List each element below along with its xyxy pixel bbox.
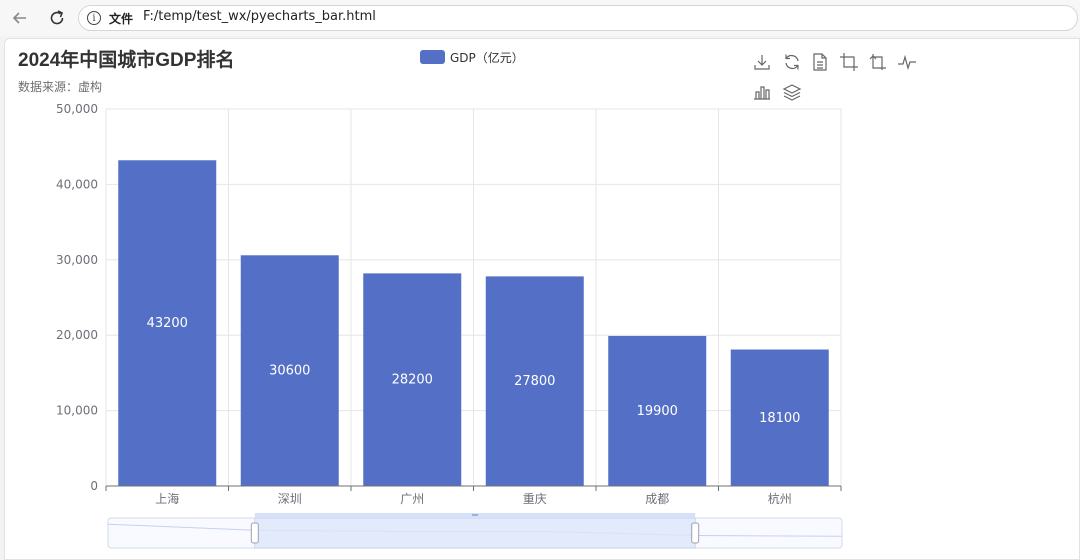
datazoom-selection[interactable] [254, 517, 696, 549]
y-tick-label: 30,000 [56, 253, 98, 267]
x-category-label: 广州 [400, 492, 424, 506]
x-category-label: 重庆 [523, 492, 547, 506]
y-tick-label: 50,000 [56, 102, 98, 116]
legend-swatch [420, 50, 445, 64]
bar-value-label: 18100 [759, 411, 800, 426]
datazoom-move-grip [472, 514, 478, 516]
reload-button[interactable] [45, 6, 69, 30]
refresh-icon[interactable] [783, 53, 801, 71]
stack-icon[interactable] [782, 83, 802, 101]
y-tick-label: 20,000 [56, 328, 98, 342]
y-tick-label: 0 [90, 479, 98, 493]
download-icon[interactable] [753, 53, 771, 71]
chart-title: 2024年中国城市GDP排名 [18, 48, 234, 71]
bar-value-label: 27800 [514, 374, 555, 389]
zoom-icon[interactable] [840, 53, 858, 71]
browser-toolbar: i 文件 F:/temp/test_wx/pyecharts_bar.html [0, 0, 1080, 36]
zoom-reset-icon[interactable] [869, 53, 887, 71]
bar[interactable] [608, 335, 707, 486]
x-category-label: 杭州 [768, 491, 792, 506]
bar-value-label: 28200 [392, 373, 433, 388]
arrow-left-icon [12, 12, 26, 24]
bar[interactable] [363, 273, 462, 486]
y-tick-label: 40,000 [56, 177, 98, 191]
bar-value-label: 19900 [637, 404, 678, 419]
bar-switch-icon[interactable] [753, 83, 771, 101]
legend-label: GDP（亿元） [450, 50, 524, 65]
toolbox [753, 53, 916, 101]
axes: 0 10,000 20,000 30,000 40,000 50,000 上海 深圳 广州 重庆 成… [56, 102, 842, 506]
scheme-label: 文件 [109, 12, 134, 26]
x-category-label: 深圳 [278, 492, 302, 506]
bar[interactable] [118, 160, 217, 486]
info-icon[interactable]: i [87, 11, 101, 25]
bars [118, 160, 829, 486]
x-category-label: 上海 [155, 491, 179, 506]
bar[interactable] [485, 276, 584, 486]
datazoom-handle[interactable] [691, 522, 700, 544]
legend-item[interactable]: GDP（亿元） [420, 50, 524, 65]
bar[interactable] [730, 349, 829, 486]
address-bar[interactable]: i 文件 F:/temp/test_wx/pyecharts_bar.html [78, 5, 1078, 31]
back-button[interactable] [8, 6, 32, 30]
bar-value-label: 30600 [269, 364, 310, 379]
datazoom-slider[interactable] [107, 513, 843, 549]
datazoom-handle[interactable] [250, 522, 259, 544]
data-view-icon[interactable] [811, 53, 829, 71]
url-text[interactable]: F:/temp/test_wx/pyecharts_bar.html [143, 9, 376, 24]
bar[interactable] [240, 255, 339, 486]
x-category-label: 成都 [645, 492, 669, 506]
y-tick-label: 10,000 [56, 404, 98, 418]
chart-subtitle: 数据来源：虚构 [18, 79, 102, 94]
reload-icon [50, 10, 64, 25]
bar-chart: 43200 30600 28200 27800 19900 18100 0 10,000 20… [18, 48, 916, 549]
bar-value-label: 43200 [147, 316, 188, 331]
line-switch-icon[interactable] [898, 53, 916, 71]
data-labels: 43200 30600 28200 27800 19900 18100 [147, 316, 801, 426]
page-viewport: 43200 30600 28200 27800 19900 18100 0 10,000 20… [4, 38, 1080, 560]
grid-lines [105, 108, 842, 486]
